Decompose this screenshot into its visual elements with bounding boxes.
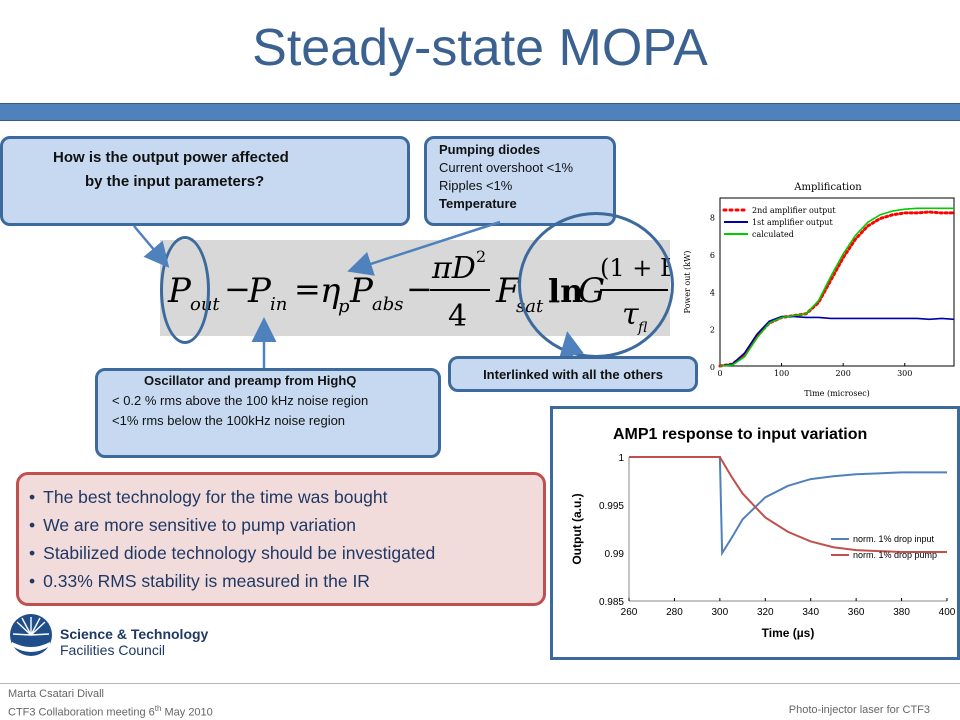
eq-minus-1: −	[224, 270, 251, 308]
footer-right-label: Photo-injector laser for CTF3	[788, 704, 930, 716]
title-divider-bar	[0, 103, 960, 121]
x-tick-label: 260	[621, 607, 638, 618]
eq-f-sat: F	[495, 271, 521, 311]
question-line-2: by the input parameters?	[85, 173, 265, 190]
pumping-line-overshoot: Current overshoot <1%	[439, 160, 574, 175]
amp1-response-chart-frame: AMP1 response to input variation 260 280 30…	[550, 406, 960, 660]
footer-meeting: CTF3 Collaboration meeting 6th May 2010	[8, 704, 213, 719]
series-line-1	[629, 456, 947, 557]
y-tick-label: 0.995	[599, 501, 624, 512]
pumping-line-ripples: Ripples <1%	[439, 178, 513, 193]
y-axis-label: Output (a.u.)	[570, 493, 584, 564]
arrow-interlinked-to-ln	[559, 331, 584, 359]
interlinked-callout: Interlinked with all the others	[448, 356, 698, 392]
oscillator-heading: Oscillator and preamp from HighQ	[144, 373, 357, 388]
footer-meeting-sup: th	[154, 704, 162, 713]
amp1-response-chart: AMP1 response to input variation 260 280 30…	[570, 426, 956, 640]
legend-label-3: calculated	[752, 230, 794, 239]
bullet-technology: The best technology for the time was bou…	[29, 483, 543, 511]
conclusions-box: The best technology for the time was bou…	[16, 472, 546, 606]
x-tick-label: 380	[893, 607, 910, 618]
x-tick-label: 320	[757, 607, 774, 618]
bullet-pump-sensitivity: We are more sensitive to pump variation	[29, 511, 543, 539]
stfc-logo-line-2: Facilities Council	[60, 642, 166, 658]
footer-meeting-prefix: CTF3 Collaboration meeting 6	[8, 706, 155, 719]
slide-title: Steady-state MOPA	[252, 19, 708, 77]
legend-label-1: norm. 1% drop input	[853, 534, 935, 544]
y-tick-label: 4	[710, 288, 715, 297]
eq-eta: η	[320, 271, 341, 311]
y-tick-label: 0.99	[605, 549, 625, 560]
question-callout: How is the output power affected by the …	[0, 136, 410, 226]
y-tick-label: 1	[618, 453, 624, 464]
pumping-line-temperature: Temperature	[439, 196, 517, 211]
chart-title: AMP1 response to input variation	[613, 426, 867, 443]
oscillator-line-below: <1% rms below the 100kHz noise region	[112, 413, 346, 428]
x-tick-label: 360	[848, 607, 865, 618]
x-axis-label: Time (µs)	[762, 626, 815, 640]
question-line-1: How is the output power affected	[53, 149, 289, 166]
conclusions-list: The best technology for the time was bou…	[29, 483, 543, 595]
stfc-logo-icon	[10, 614, 52, 656]
legend-label-2: norm. 1% drop pump	[853, 550, 937, 560]
x-tick-label: 100	[774, 369, 789, 378]
eq-in-sub: in	[270, 294, 287, 315]
bullet-rms-stability: 0.33% RMS stability is measured in the I…	[29, 567, 543, 595]
pumping-heading: Pumping diodes	[439, 142, 541, 157]
eq-p-abs: P	[349, 271, 374, 311]
footer-author: Marta Csatari Divall	[8, 688, 104, 700]
pout-highlight-ellipse	[160, 236, 210, 344]
eq-equals: =	[294, 270, 321, 308]
eq-frac-den: 4	[448, 299, 467, 334]
eq-eta-sub: p	[338, 296, 350, 317]
y-tick-label: 6	[710, 251, 715, 260]
series-line-2	[629, 456, 947, 554]
x-tick-label: 300	[712, 607, 729, 618]
oscillator-callout: Oscillator and preamp from HighQ < 0.2 %…	[95, 368, 441, 458]
x-axis-label: Time (microsec)	[804, 389, 870, 398]
y-axis-label: Power out (kW)	[683, 251, 692, 314]
x-tick-label: 340	[802, 607, 819, 618]
y-tick-label: 0	[710, 363, 715, 372]
plot-frame	[719, 197, 955, 367]
series-line-3	[719, 207, 954, 367]
x-tick-label: 400	[939, 607, 956, 618]
footer-meeting-suffix: May 2010	[161, 706, 213, 719]
stfc-logo-line-1: Science & Technology	[60, 626, 209, 642]
eq-p-in: P	[247, 271, 272, 311]
x-tick-label: 300	[897, 369, 912, 378]
eq-frac-num: πD	[431, 251, 476, 286]
x-tick-label: 200	[836, 369, 851, 378]
series-line-2	[719, 315, 955, 367]
legend-label-1: 2nd amplifier output	[752, 206, 836, 215]
series-line-1	[718, 210, 956, 368]
y-tick-label: 0.985	[599, 597, 624, 608]
eq-frac-exp: 2	[476, 247, 486, 266]
x-tick-label: 0	[717, 369, 722, 378]
bullet-stabilized-diode: Stabilized diode technology should be in…	[29, 539, 543, 567]
legend-label-2: 1st amplifier output	[752, 218, 833, 227]
y-tick-label: 8	[710, 214, 715, 223]
eq-abs-sub: abs	[372, 294, 404, 315]
oscillator-line-above: < 0.2 % rms above the 100 kHz noise regi…	[112, 393, 369, 408]
arrow-pumping-to-pabs	[347, 220, 501, 276]
chart-title: Amplification	[793, 182, 862, 193]
arrow-question-to-pout	[133, 225, 170, 268]
y-tick-label: 2	[710, 326, 715, 335]
amplification-chart: Amplification 0 100 200 300 0 2 4 6 8 Time (micros…	[683, 182, 956, 398]
x-tick-label: 280	[666, 607, 683, 618]
footer-divider	[0, 683, 960, 684]
eq-minus-2: −	[406, 270, 433, 308]
pumping-diodes-callout: Pumping diodes Current overshoot <1% Rip…	[424, 136, 616, 226]
